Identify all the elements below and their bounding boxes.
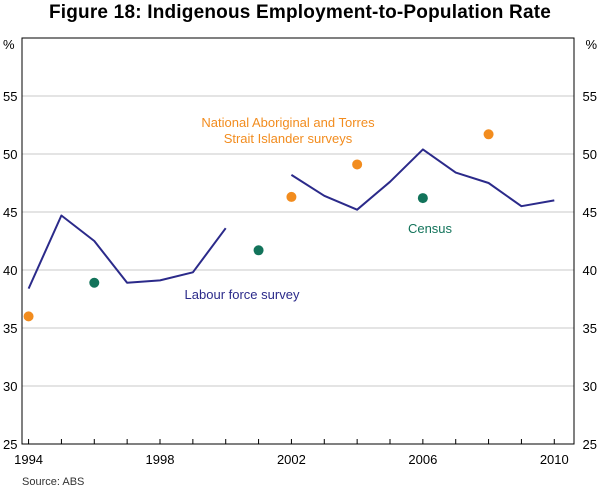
labour-force-survey-series [27,148,555,290]
ytick-right-25: 25 [583,437,597,452]
ytick-right-40: 40 [583,263,597,278]
ytick-right-35: 35 [583,321,597,336]
census-point-2001 [253,245,264,256]
census-label: Census [408,221,453,236]
point-series [23,129,494,322]
xtick-label-2002: 2002 [277,452,306,467]
survey-point-2002 [286,191,297,202]
gridlines [22,95,574,387]
ytick-left-40: 40 [3,263,17,278]
survey-label-line2: Strait Islander surveys [224,131,353,146]
ytick-left-55: 55 [3,89,17,104]
ytick-left-30: 30 [3,379,17,394]
survey-point-2004 [352,159,363,170]
ytick-right-30: 30 [583,379,597,394]
annotations: National Aboriginal and Torres Strait Is… [185,115,453,302]
survey-point-1994 [23,311,34,322]
lfs-label: Labour force survey [185,287,300,302]
tick-labels: 25 25 30 30 35 35 40 40 45 45 50 50 55 55% % 1994 1998 20… [3,37,597,467]
lfs-line-segment-1 [27,214,227,290]
chart-title: Figure 18: Indigenous Employment-to-Popu… [48,2,552,23]
y-unit-left: % [3,37,15,52]
census-point-1996 [89,277,100,288]
ytick-right-45: 45 [583,205,597,220]
axes [21,37,575,445]
ytick-left-35: 35 [3,321,17,336]
census-point-2006 [417,193,428,204]
survey-point-2008 [483,129,494,140]
ytick-left-50: 50 [3,147,17,162]
ytick-right-50: 50 [583,147,597,162]
ytick-left-25: 25 [3,437,17,452]
xtick-label-2010: 2010 [540,452,569,467]
survey-label-line1: National Aboriginal and Torres [201,115,375,130]
lfs-line-segment-2 [290,148,555,211]
xtick-label-2006: 2006 [408,452,437,467]
ytick-right-55: 55 [583,89,597,104]
plot-frame [21,37,575,445]
ytick-left-45: 45 [3,205,17,220]
y-unit-right: % [585,37,597,52]
xtick-label-1994: 1994 [14,452,43,467]
xtick-label-1998: 1998 [146,452,175,467]
source-note: Source: ABS [22,476,85,488]
